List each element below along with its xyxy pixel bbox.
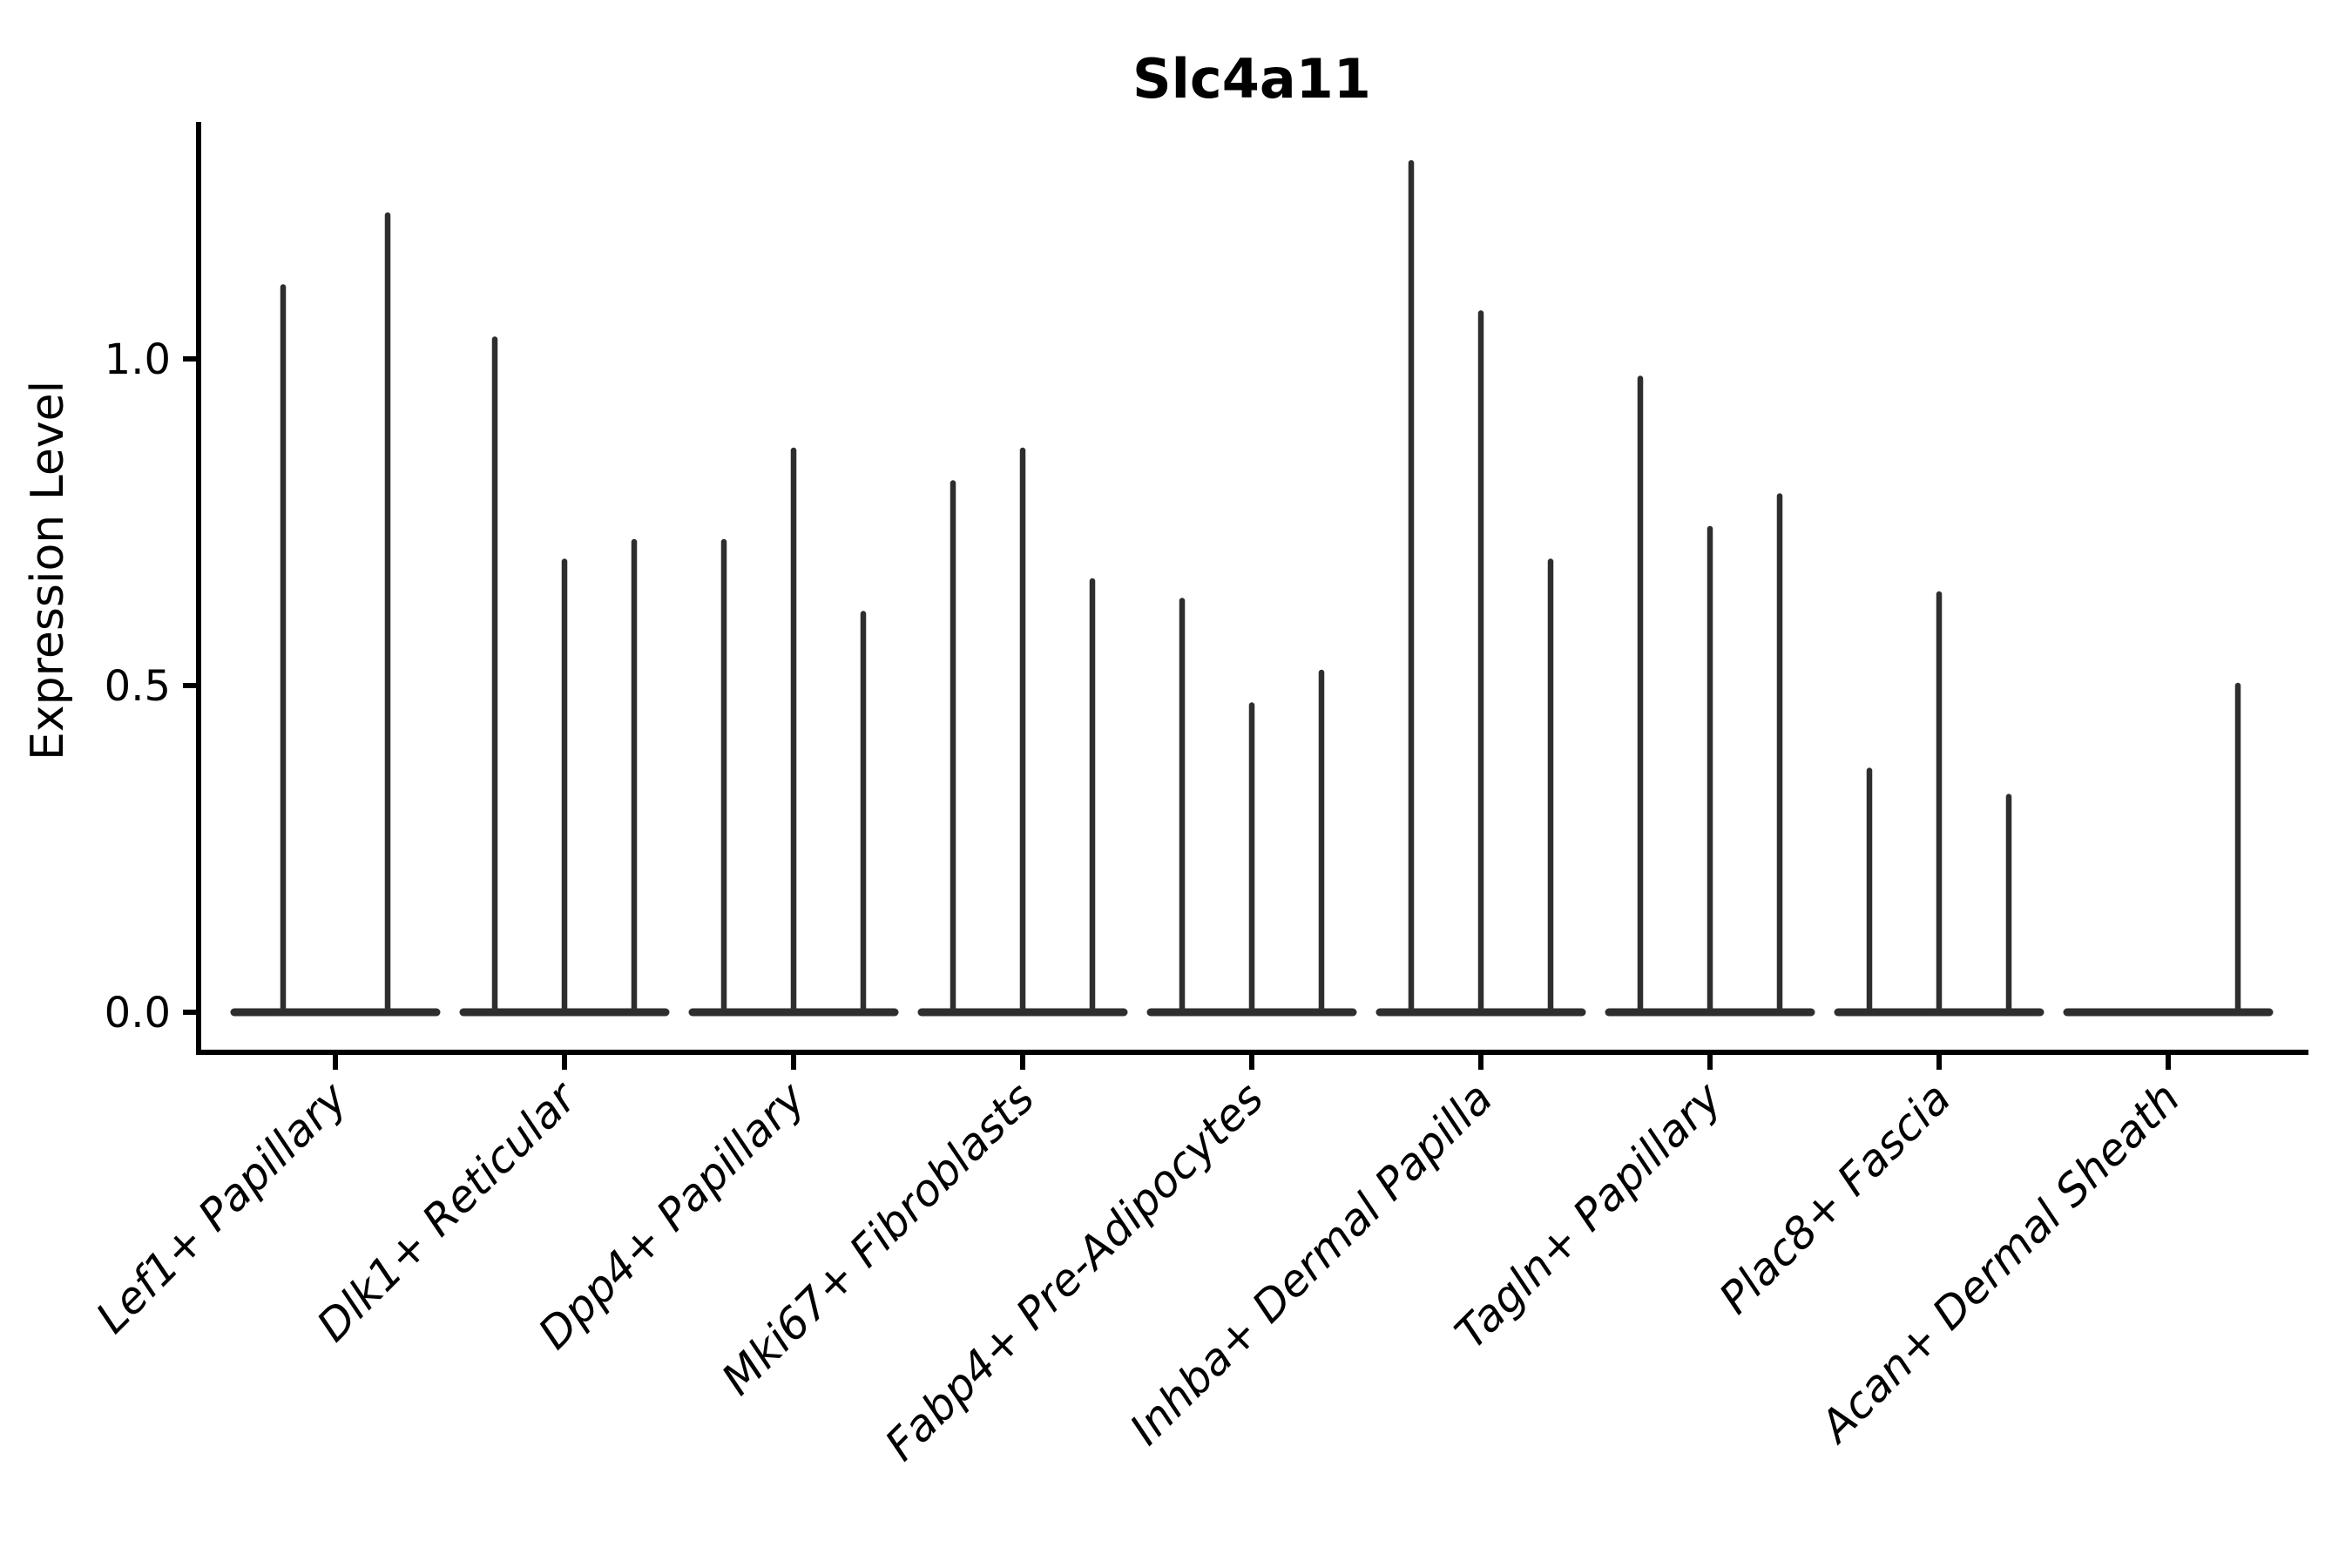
violin-group bbox=[1605, 375, 1815, 1017]
y-axis-ticks: 0.0 0.5 1.0 bbox=[105, 335, 199, 1037]
violin-group bbox=[230, 212, 441, 1017]
violin-group bbox=[1375, 159, 1586, 1017]
violin-group bbox=[917, 447, 1128, 1017]
y-axis-label: Expression Level bbox=[22, 381, 74, 760]
x-tick-label: Inhba+ Dermal Papilla bbox=[1120, 1072, 1502, 1454]
violin-group bbox=[2063, 682, 2274, 1017]
x-tick-label: Plac8+ Fascia bbox=[1710, 1072, 1961, 1323]
x-tick-label: Fabp4+ Pre-Adipocytes bbox=[875, 1072, 1274, 1470]
violin-group bbox=[1146, 598, 1357, 1017]
y-tick-label: 0.0 bbox=[105, 989, 171, 1037]
violins bbox=[230, 159, 2274, 1017]
x-tick-label: Acan+ Dermal Sheath bbox=[1809, 1072, 2190, 1453]
x-tick-label: Lef1+ Papillary bbox=[86, 1071, 357, 1342]
y-tick-label: 0.5 bbox=[105, 662, 171, 711]
y-tick-label: 1.0 bbox=[105, 335, 171, 384]
violin-group bbox=[688, 447, 899, 1017]
violin-group bbox=[459, 336, 670, 1017]
chart-title: Slc4a11 bbox=[1132, 47, 1371, 111]
violin-group bbox=[1834, 591, 2044, 1017]
